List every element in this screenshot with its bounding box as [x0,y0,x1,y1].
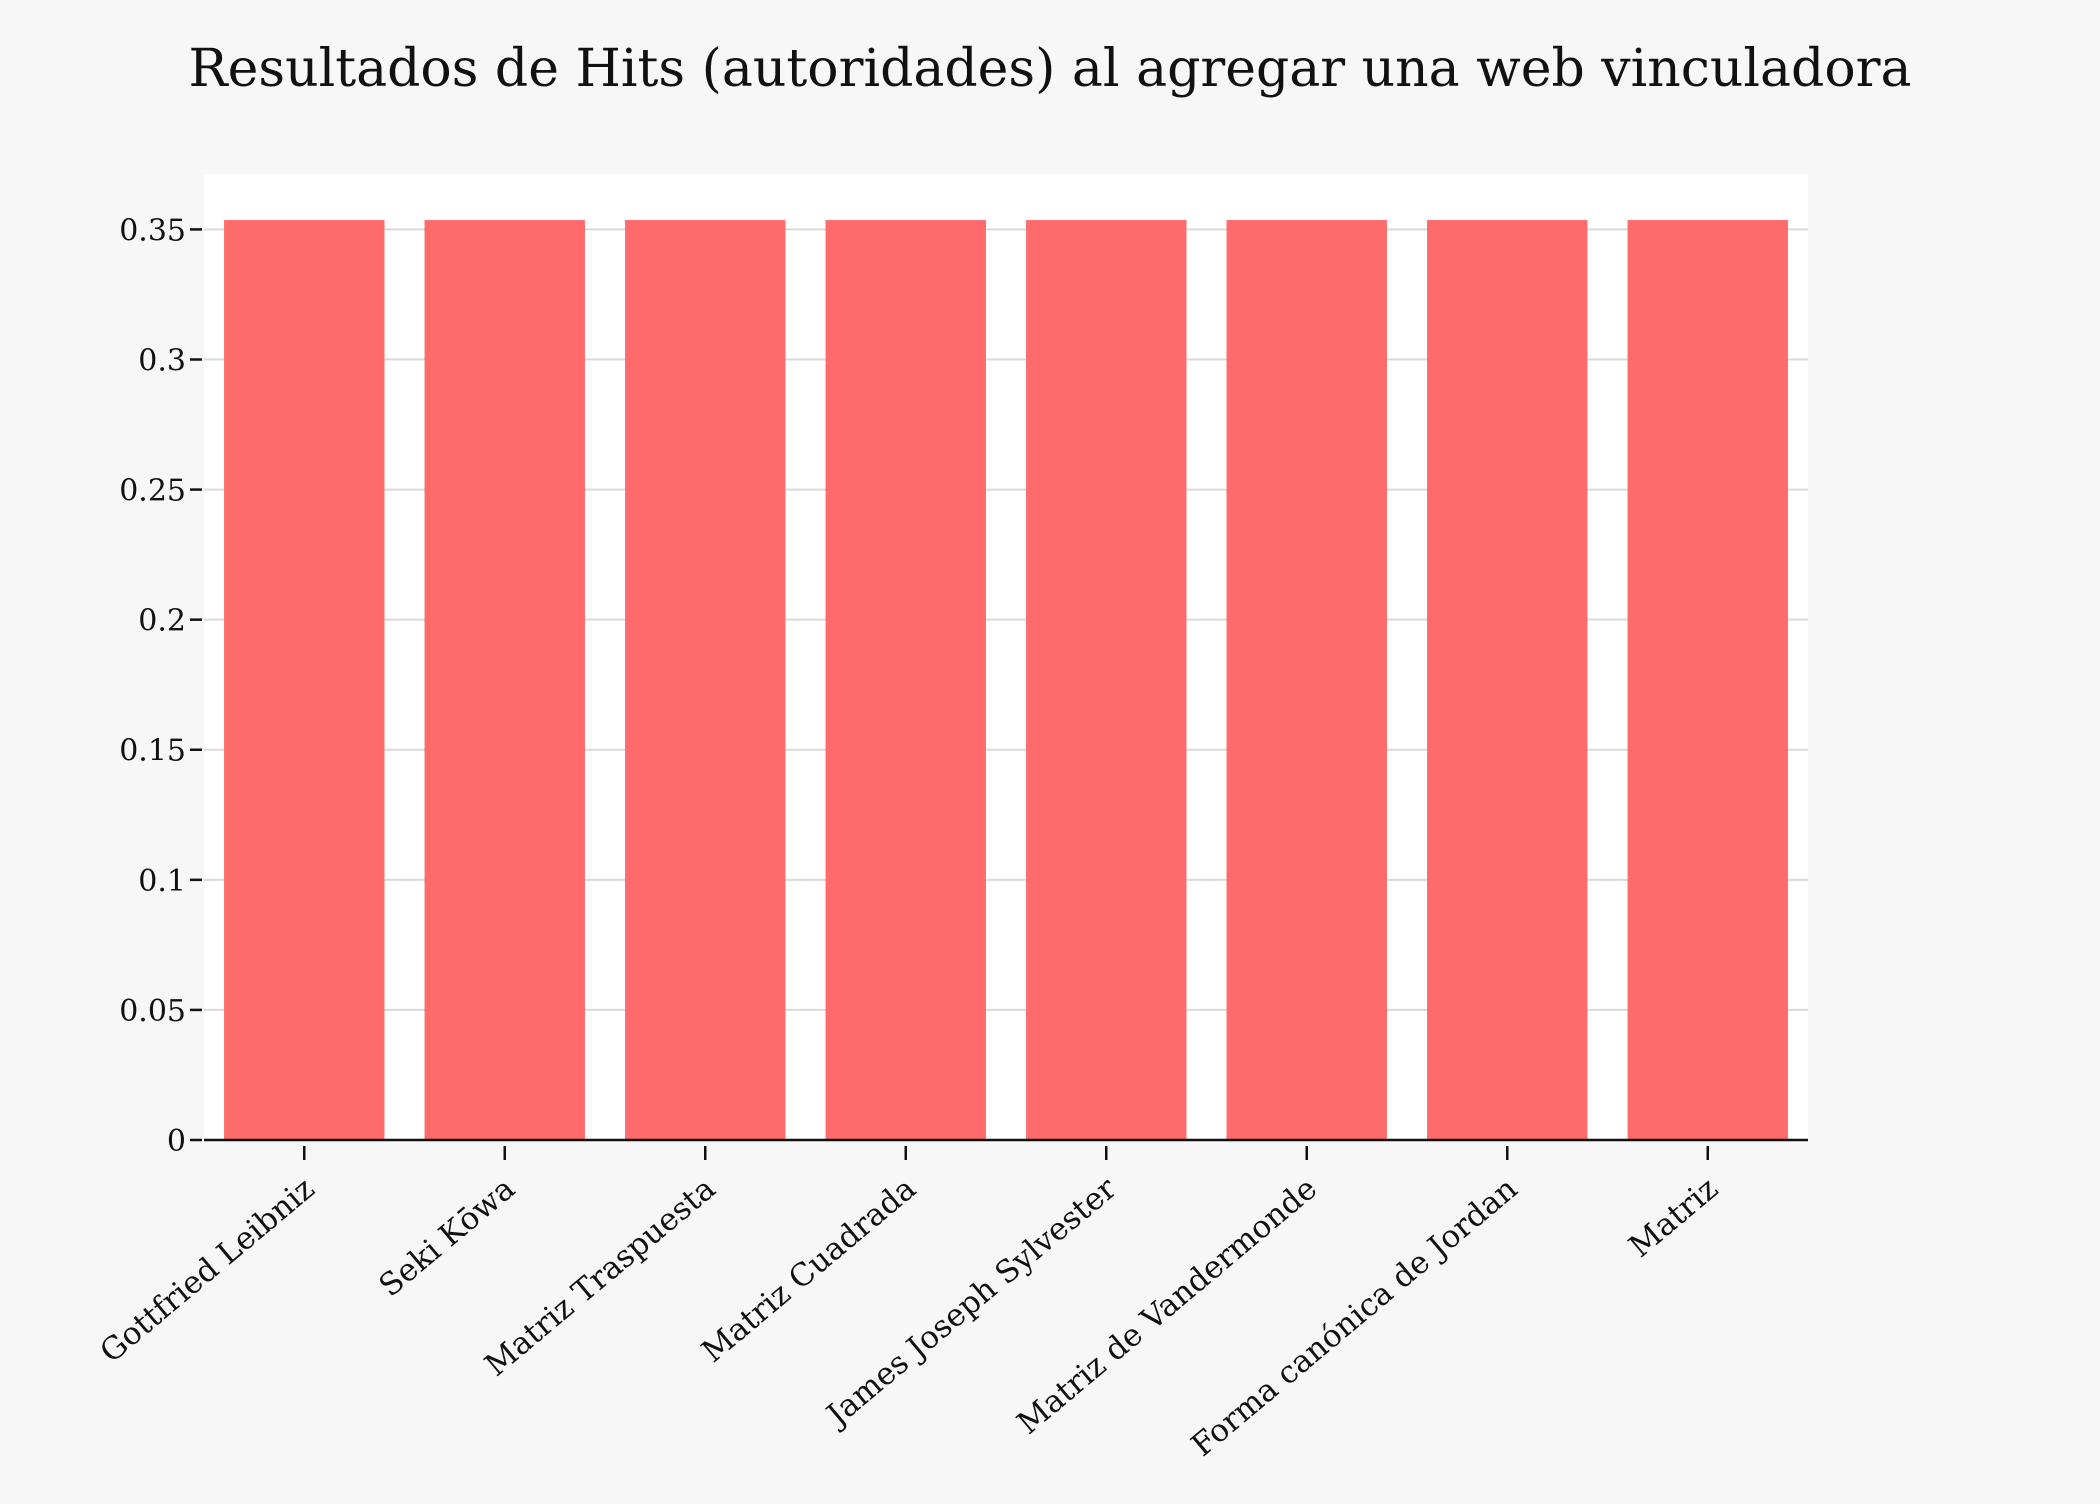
bar [424,220,585,1140]
x-tick-label: Seki Kōwa [372,1171,522,1305]
x-tick-label: Gottfried Leibniz [93,1171,321,1371]
bar [825,220,986,1140]
bar [224,220,385,1140]
bar [1026,220,1187,1140]
bars [224,220,1788,1140]
y-tick-label: 0.3 [138,343,186,378]
bar [1427,220,1588,1140]
y-tick-label: 0.1 [138,864,186,899]
chart-title: Resultados de Hits (autoridades) al agre… [188,39,1911,99]
bar [1627,220,1788,1140]
y-tick-label: 0.2 [138,604,186,639]
y-tick-label: 0.05 [119,994,186,1029]
y-axis: 0 0.05 0.1 0.15 0.2 0.25 0.3 0.35 [119,213,202,1159]
bar [1226,220,1387,1140]
y-tick-label: 0 [167,1124,186,1159]
bar [625,220,786,1140]
x-tick-label: Matriz Cuadrada [695,1171,923,1370]
y-tick-label: 0.15 [119,734,186,769]
y-tick-label: 0.35 [119,213,186,248]
y-tick-label: 0.25 [119,474,186,509]
x-tick-label: Forma canónica de Jordan [1185,1171,1525,1464]
x-tick-label: Matriz [1622,1171,1725,1265]
